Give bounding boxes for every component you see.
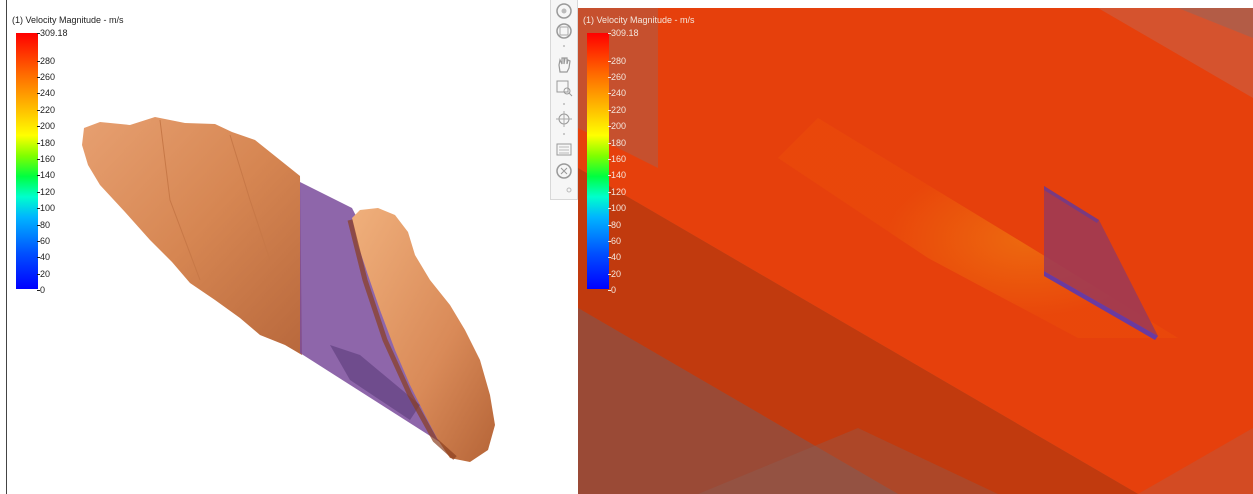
plate-object <box>1044 186 1158 336</box>
look-at-icon[interactable] <box>555 22 573 40</box>
pan-icon[interactable] <box>555 56 573 74</box>
legend-title: (1) Velocity Magnitude - m/s <box>12 15 124 25</box>
legend-tick: 40 <box>36 252 51 262</box>
velocity-legend-left: (1) Velocity Magnitude - m/s 309.18 280 … <box>12 15 152 315</box>
legend-tick: 220 <box>36 105 56 115</box>
flow-bottom-region <box>578 308 898 494</box>
legend-tick-min: 0 <box>607 285 617 295</box>
right-3d-scene[interactable] <box>578 8 1253 494</box>
legend-tick: 260 <box>36 72 56 82</box>
legend-tick: 280 <box>36 56 56 66</box>
color-scale-bar <box>16 33 38 289</box>
left-viewport[interactable]: (1) Velocity Magnitude - m/s 309.18 280 … <box>0 0 548 494</box>
legend-tick-min: 0 <box>36 285 46 295</box>
zoom-window-icon[interactable] <box>555 79 573 97</box>
solid-body-left <box>82 117 302 355</box>
legend-tick: 260 <box>607 72 627 82</box>
view-cube-icon[interactable] <box>555 162 573 180</box>
legend-tick: 20 <box>36 269 51 279</box>
translucent-face-bottom-right <box>1138 428 1253 494</box>
section-plane-shadow <box>330 345 420 420</box>
solid-body-seam <box>347 219 457 460</box>
legend-tick: 200 <box>36 121 56 131</box>
legend-tick: 160 <box>607 154 627 164</box>
legend-tick: 80 <box>36 220 51 230</box>
legend-tick: 160 <box>36 154 56 164</box>
legend-tick: 240 <box>607 88 627 98</box>
left-3d-scene[interactable] <box>0 0 548 494</box>
legend-tick: 220 <box>607 105 627 115</box>
legend-tick: 40 <box>607 252 622 262</box>
legend-tick-max: 309.18 <box>608 28 639 38</box>
flow-side-face <box>578 168 1138 494</box>
legend-tick: 120 <box>36 187 56 197</box>
toolbar-separator <box>563 103 565 105</box>
fit-icon[interactable] <box>555 140 573 158</box>
flow-top-plane <box>578 8 1253 494</box>
legend-tick: 100 <box>607 203 627 213</box>
solid-body-right <box>352 208 495 462</box>
navigation-toolbar <box>550 0 578 200</box>
legend-tick: 140 <box>607 170 627 180</box>
legend-tick: 180 <box>607 138 627 148</box>
legend-tick: 120 <box>607 187 627 197</box>
plate-edge-top <box>1044 186 1099 223</box>
right-viewport[interactable]: (1) Velocity Magnitude - m/s 309.18 280 … <box>578 8 1253 494</box>
legend-tick: 140 <box>36 170 56 180</box>
solid-body-ridge <box>159 119 271 281</box>
zoom-icon[interactable] <box>555 110 573 128</box>
plate-edge <box>1044 271 1158 340</box>
orbit-icon[interactable] <box>555 2 573 20</box>
velocity-legend-right: (1) Velocity Magnitude - m/s 309.18 280 … <box>583 15 723 315</box>
legend-tick: 80 <box>607 220 622 230</box>
legend-tick: 100 <box>36 203 56 213</box>
settings-icon[interactable] <box>555 184 573 202</box>
translucent-face-top <box>1098 8 1253 98</box>
legend-tick: 180 <box>36 138 56 148</box>
legend-tick: 60 <box>607 236 622 246</box>
legend-tick: 240 <box>36 88 56 98</box>
legend-tick: 200 <box>607 121 627 131</box>
legend-tick: 20 <box>607 269 622 279</box>
legend-tick: 60 <box>36 236 51 246</box>
legend-tick-max: 309.18 <box>37 28 68 38</box>
viewport-border <box>6 0 7 494</box>
toolbar-separator <box>563 45 565 47</box>
legend-tick: 280 <box>607 56 627 66</box>
toolbar-separator <box>563 133 565 135</box>
legend-title: (1) Velocity Magnitude - m/s <box>583 15 695 25</box>
translucent-face-bottom <box>698 428 998 494</box>
color-scale-bar <box>587 33 609 289</box>
